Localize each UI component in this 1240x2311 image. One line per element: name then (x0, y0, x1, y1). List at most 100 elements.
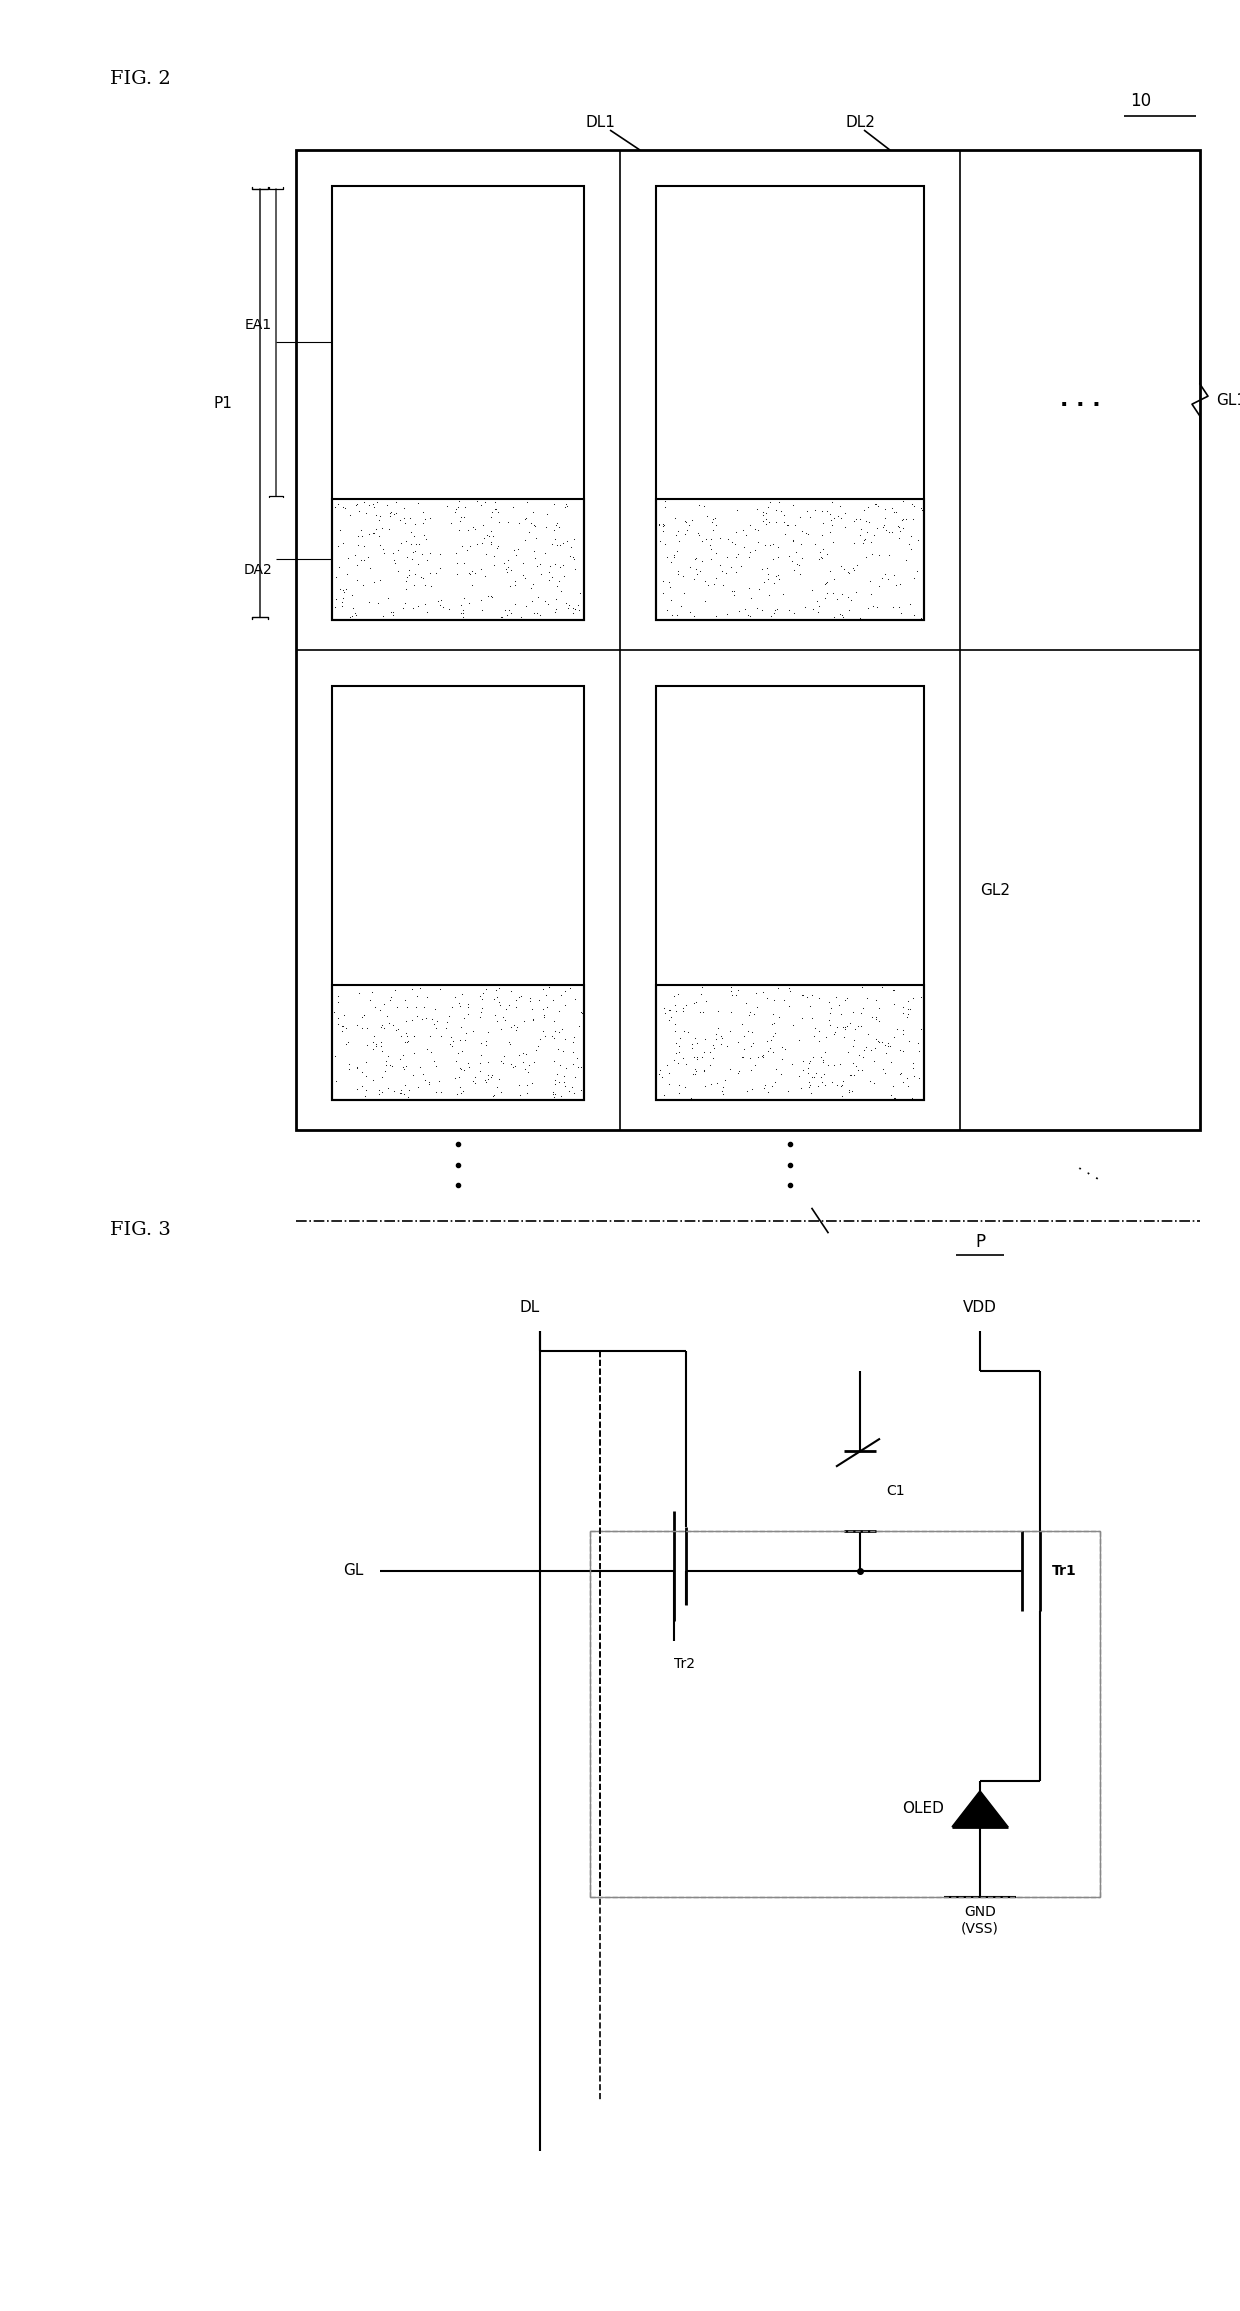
Point (358, 538, 378, 575)
Point (343, 589, 363, 626)
Point (748, 1040, 768, 1077)
Point (742, 580, 761, 617)
Point (549, 548, 569, 585)
Point (759, 504, 779, 541)
Point (484, 518, 503, 555)
Point (694, 1054, 714, 1091)
Point (805, 525, 825, 562)
Point (557, 485, 577, 522)
Point (676, 987, 696, 1024)
Point (464, 508, 484, 545)
Point (854, 1031, 874, 1068)
Point (397, 571, 417, 608)
Point (839, 555, 859, 592)
Point (799, 1068, 818, 1105)
Point (495, 1001, 515, 1038)
Point (652, 575, 672, 612)
Point (893, 1063, 913, 1100)
Point (650, 1056, 670, 1093)
Point (363, 485, 383, 522)
Point (403, 534, 423, 571)
Point (883, 589, 903, 626)
Point (673, 989, 693, 1026)
Point (769, 562, 789, 599)
Point (404, 555, 424, 592)
Point (546, 520, 565, 557)
Point (470, 1054, 490, 1091)
Point (808, 587, 828, 624)
Point (874, 490, 894, 527)
Point (336, 571, 356, 608)
Point (520, 980, 539, 1017)
Point (538, 587, 558, 624)
Point (727, 538, 746, 575)
Point (888, 508, 908, 545)
Point (453, 1033, 472, 1070)
Point (841, 580, 861, 617)
Point (667, 534, 687, 571)
Point (909, 1033, 929, 1070)
Point (423, 1001, 443, 1038)
Point (500, 1026, 520, 1063)
Point (498, 548, 518, 585)
Point (835, 982, 854, 1019)
Point (804, 1038, 823, 1075)
Point (340, 497, 360, 534)
Point (666, 1026, 686, 1063)
Point (766, 492, 786, 529)
Point (413, 504, 433, 541)
Point (744, 1024, 764, 1061)
Point (813, 1056, 833, 1093)
Point (500, 592, 520, 629)
Point (823, 575, 843, 612)
Point (516, 499, 536, 536)
Point (501, 552, 521, 589)
Text: DL2: DL2 (846, 116, 875, 129)
Point (775, 497, 795, 534)
Point (666, 515, 686, 552)
Point (844, 1010, 864, 1047)
Point (890, 1056, 910, 1093)
Point (691, 975, 711, 1012)
Point (847, 545, 867, 582)
Point (454, 1052, 474, 1088)
Point (496, 592, 516, 629)
Point (653, 508, 673, 545)
Point (372, 1033, 392, 1070)
Point (417, 998, 436, 1035)
Point (835, 550, 854, 587)
Point (377, 1042, 397, 1079)
Point (808, 541, 828, 578)
Point (701, 527, 720, 564)
Point (513, 1003, 533, 1040)
Point (379, 982, 399, 1019)
Point (667, 596, 687, 633)
Point (419, 1063, 439, 1100)
Point (501, 1010, 521, 1047)
Point (882, 490, 901, 527)
Point (508, 532, 528, 569)
Text: Tr2: Tr2 (673, 1657, 694, 1671)
Point (661, 543, 681, 580)
Point (430, 587, 450, 624)
Point (856, 1028, 875, 1065)
Point (428, 582, 448, 619)
Point (867, 998, 887, 1035)
Point (482, 495, 502, 532)
Point (759, 555, 779, 592)
Point (658, 991, 678, 1028)
Point (652, 506, 672, 543)
Point (346, 596, 366, 633)
Point (792, 998, 812, 1035)
Point (465, 1065, 485, 1102)
Point (738, 1072, 758, 1109)
Point (501, 1045, 521, 1082)
Point (687, 1040, 707, 1077)
Point (542, 527, 562, 564)
Point (515, 1052, 534, 1088)
Point (703, 499, 723, 536)
Point (389, 501, 409, 538)
Point (546, 580, 565, 617)
Point (760, 483, 780, 520)
Point (525, 506, 544, 543)
